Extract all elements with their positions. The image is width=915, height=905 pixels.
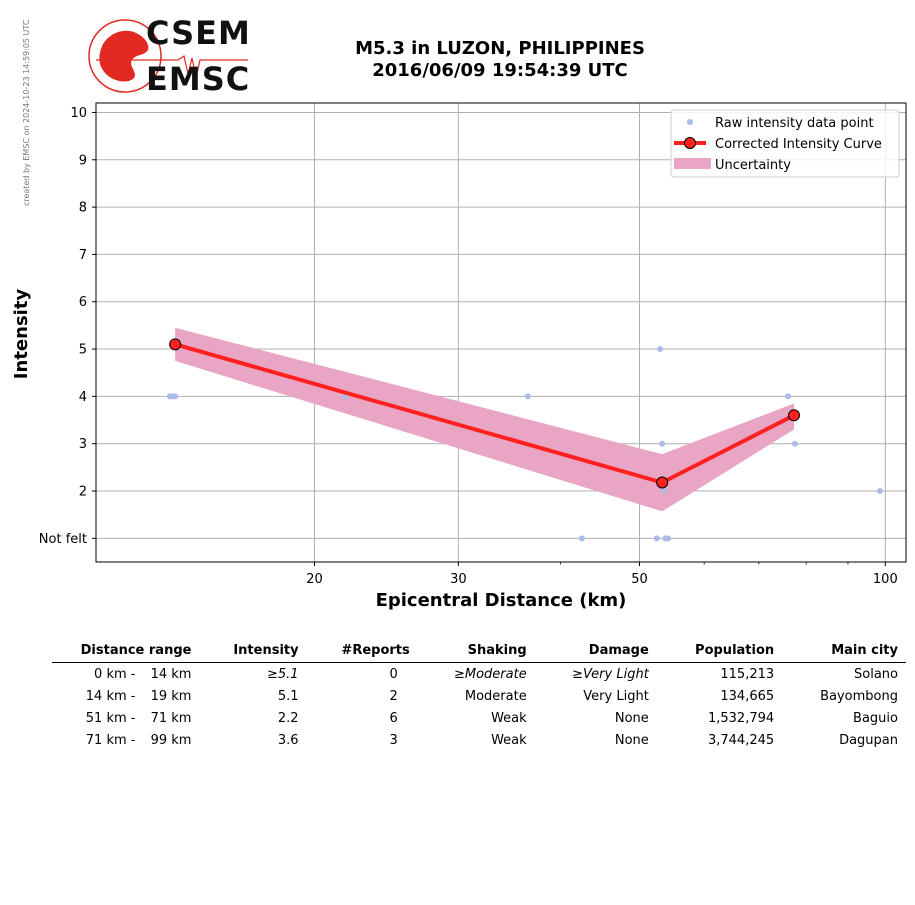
cell-range-from: 14 km - xyxy=(85,689,136,704)
curve-point-marker xyxy=(169,338,182,351)
table-row: 51 km - 71 km 2.2 6 Weak None 1,532,794 … xyxy=(52,707,906,729)
raw-data-point xyxy=(578,535,585,542)
cell-damage: Very Light xyxy=(583,689,649,704)
cell-shaking: Weak xyxy=(491,733,527,748)
table-header-row: Distance range Intensity #Reports Shakin… xyxy=(52,640,906,663)
cell-population: 3,744,245 xyxy=(707,733,775,748)
uncertainty-band-layer xyxy=(175,327,795,512)
globe-logo-icon xyxy=(88,19,248,93)
intensity-chart: Not felt 2 3 4 5 6 7 8 9 10 20 30 50 100 Epicentral D… xyxy=(11,102,907,611)
y-tick-label: 9 xyxy=(79,153,87,168)
cell-city: Solano xyxy=(854,667,898,682)
raw-data-point xyxy=(665,535,672,542)
raw-data-point xyxy=(657,346,664,353)
cell-intensity: 2.2 xyxy=(277,711,299,726)
x-tick-label: 50 xyxy=(631,572,648,587)
cell-reports: 6 xyxy=(389,711,398,726)
cell-city: Baguio xyxy=(853,711,898,726)
cell-population: 115,213 xyxy=(720,667,775,682)
cell-range-from: 51 km - xyxy=(85,711,136,726)
y-tick-label: 4 xyxy=(79,390,87,405)
cell-city: Dagupan xyxy=(839,733,898,748)
csem-emsc-logo: CSEM EMSC xyxy=(88,14,256,98)
cell-range-to: 99 km xyxy=(150,733,192,748)
logo-word-top: CSEM xyxy=(146,14,251,52)
curve-point-marker xyxy=(656,476,669,489)
cell-intensity: 3.6 xyxy=(277,733,299,748)
cell-range-to: 71 km xyxy=(150,711,192,726)
legend-curve-label: Corrected Intensity Curve xyxy=(715,137,882,152)
y-axis-label: Intensity xyxy=(11,289,32,380)
col-population: Population xyxy=(656,640,783,663)
cell-damage: ≥Very Light xyxy=(572,667,649,682)
raw-data-point xyxy=(876,488,883,495)
curve-layer xyxy=(169,338,801,489)
y-tick-label: Not felt xyxy=(39,532,87,547)
table-row: 71 km - 99 km 3.6 3 Weak None 3,744,245 … xyxy=(52,729,906,751)
cell-range-from: 0 km - xyxy=(94,667,136,682)
raw-data-point xyxy=(524,393,531,400)
cell-damage: None xyxy=(614,733,649,748)
y-tick-label: 3 xyxy=(79,437,87,452)
cell-population: 1,532,794 xyxy=(707,711,775,726)
col-distance-range: Distance range xyxy=(52,640,200,663)
y-tick-label: 2 xyxy=(79,485,87,500)
raw-data-point xyxy=(791,440,798,447)
raw-data-point xyxy=(661,488,668,495)
raw-data-point xyxy=(172,393,179,400)
cell-reports: 2 xyxy=(389,689,398,704)
logo-word-bottom: EMSC xyxy=(146,60,251,98)
y-tick-label: 6 xyxy=(79,295,87,310)
legend-uncertainty-swatch xyxy=(674,158,711,169)
table-row: 14 km - 19 km 5.1 2 Moderate Very Light … xyxy=(52,685,906,707)
legend-curve-marker xyxy=(684,137,696,149)
col-damage: Damage xyxy=(534,640,657,663)
cell-range-to: 14 km xyxy=(150,667,192,682)
table-row: 0 km - 14 km ≥5.1 0 ≥Moderate ≥Very Ligh… xyxy=(52,663,906,686)
col-main-city: Main city xyxy=(782,640,906,663)
y-tick-label: 5 xyxy=(79,343,87,358)
curve-point-marker xyxy=(788,409,801,422)
col-intensity: Intensity xyxy=(199,640,307,663)
y-tick-label: 8 xyxy=(79,201,87,216)
y-tick-label: 7 xyxy=(79,248,87,263)
raw-points-layer xyxy=(166,346,883,542)
plot-frame xyxy=(95,102,907,563)
legend-raw-label: Raw intensity data point xyxy=(715,116,874,131)
x-tick-label: 30 xyxy=(450,572,467,587)
title-line-1: M5.3 in LUZON, PHILIPPINES xyxy=(355,38,645,59)
legend: Raw intensity data point Corrected Inten… xyxy=(670,109,900,178)
cell-shaking: ≥Moderate xyxy=(453,667,527,682)
cell-reports: 0 xyxy=(389,667,398,682)
cell-shaking: Moderate xyxy=(464,689,527,704)
cell-reports: 3 xyxy=(389,733,398,748)
legend-box xyxy=(670,109,900,178)
cell-shaking: Weak xyxy=(491,711,527,726)
cell-range-from: 71 km - xyxy=(85,733,136,748)
legend-uncertainty-label: Uncertainty xyxy=(715,158,791,173)
cell-population: 134,665 xyxy=(720,689,775,704)
y-tick-label: 10 xyxy=(70,106,87,121)
raw-data-point xyxy=(659,440,666,447)
col-shaking: Shaking xyxy=(417,640,535,663)
intensity-table: Distance range Intensity #Reports Shakin… xyxy=(52,640,906,751)
cell-damage: None xyxy=(614,711,649,726)
x-tick-label: 20 xyxy=(306,572,323,587)
x-tick-label: 100 xyxy=(873,572,898,587)
uncertainty-band xyxy=(175,327,795,512)
raw-data-point xyxy=(653,535,660,542)
cell-city: Bayombong xyxy=(820,689,898,704)
col-reports: #Reports xyxy=(306,640,418,663)
legend-raw-marker xyxy=(687,119,693,125)
x-axis-label: Epicentral Distance (km) xyxy=(376,590,627,611)
raw-data-point xyxy=(785,393,792,400)
title-line-2: 2016/06/09 19:54:39 UTC xyxy=(372,60,628,81)
cell-range-to: 19 km xyxy=(150,689,192,704)
chart-title: M5.3 in LUZON, PHILIPPINES 2016/06/09 19… xyxy=(260,38,740,82)
cell-intensity: ≥5.1 xyxy=(267,667,299,682)
tick-layer: Not felt 2 3 4 5 6 7 8 9 10 20 30 50 100 xyxy=(39,106,898,587)
cell-intensity: 5.1 xyxy=(277,689,299,704)
